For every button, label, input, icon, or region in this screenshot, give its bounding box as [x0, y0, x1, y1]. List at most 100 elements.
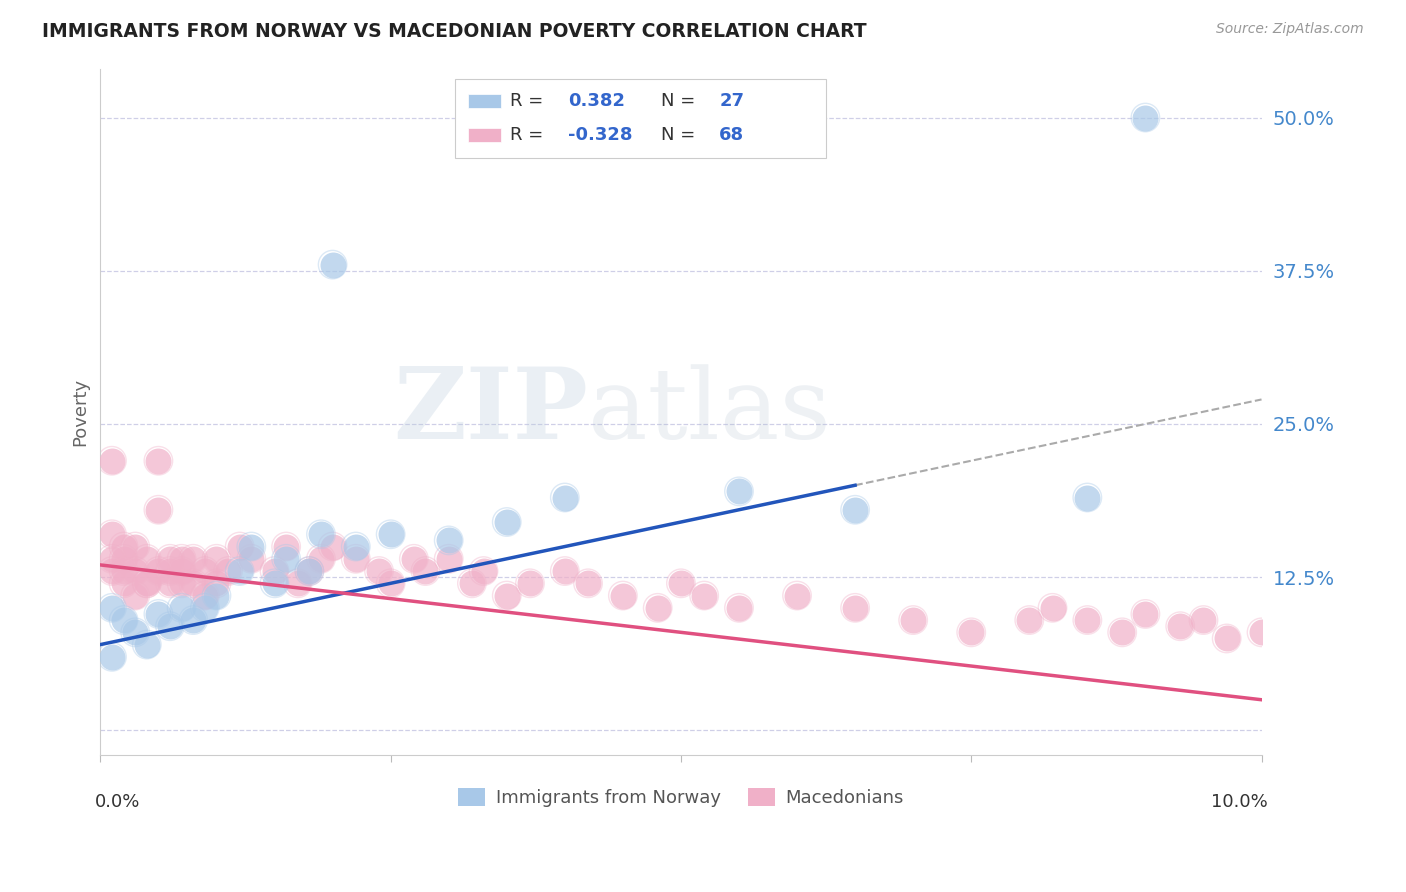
Point: [461, 576, 484, 591]
Point: [844, 600, 866, 615]
Point: [148, 502, 170, 516]
Point: [170, 564, 193, 578]
Point: [148, 564, 170, 578]
Point: [240, 551, 263, 566]
Point: [1135, 607, 1157, 621]
Point: [1250, 625, 1272, 640]
Text: ZIP: ZIP: [394, 363, 588, 460]
Point: [1135, 607, 1157, 621]
Bar: [468, 128, 501, 142]
Point: [181, 576, 204, 591]
Point: [101, 454, 124, 468]
Point: [159, 576, 181, 591]
Point: [159, 551, 181, 566]
Y-axis label: Poverty: Poverty: [72, 377, 89, 446]
Point: [576, 576, 599, 591]
Point: [101, 551, 124, 566]
Point: [1215, 632, 1237, 646]
Text: 68: 68: [720, 126, 744, 145]
Point: [1168, 619, 1191, 633]
Point: [576, 576, 599, 591]
Point: [112, 564, 135, 578]
Point: [298, 564, 321, 578]
Point: [1076, 613, 1098, 627]
Point: [194, 600, 217, 615]
Point: [901, 613, 924, 627]
Point: [181, 576, 204, 591]
Point: [205, 551, 228, 566]
Point: [101, 564, 124, 578]
Point: [495, 589, 517, 603]
Point: [124, 564, 146, 578]
Point: [159, 576, 181, 591]
Point: [647, 600, 669, 615]
Point: [228, 540, 250, 554]
Text: Source: ZipAtlas.com: Source: ZipAtlas.com: [1216, 22, 1364, 37]
Point: [101, 551, 124, 566]
Point: [135, 576, 157, 591]
Point: [322, 258, 344, 272]
Point: [170, 600, 193, 615]
Point: [693, 589, 716, 603]
Point: [786, 589, 808, 603]
Point: [901, 613, 924, 627]
Point: [194, 589, 217, 603]
Point: [495, 589, 517, 603]
Point: [415, 564, 437, 578]
Point: [495, 515, 517, 529]
Point: [461, 576, 484, 591]
Point: [112, 540, 135, 554]
Point: [1111, 625, 1133, 640]
Point: [263, 564, 285, 578]
Text: R =: R =: [510, 126, 550, 145]
Point: [148, 454, 170, 468]
Point: [228, 540, 250, 554]
Point: [101, 527, 124, 541]
Point: [669, 576, 692, 591]
Point: [309, 551, 332, 566]
Point: [124, 625, 146, 640]
Point: [181, 613, 204, 627]
Point: [437, 533, 460, 548]
Text: IMMIGRANTS FROM NORWAY VS MACEDONIAN POVERTY CORRELATION CHART: IMMIGRANTS FROM NORWAY VS MACEDONIAN POV…: [42, 22, 868, 41]
Point: [437, 551, 460, 566]
Point: [1135, 111, 1157, 125]
Point: [298, 564, 321, 578]
Point: [844, 502, 866, 516]
Point: [112, 576, 135, 591]
Point: [1192, 613, 1215, 627]
Point: [228, 564, 250, 578]
Point: [1111, 625, 1133, 640]
Point: [217, 564, 239, 578]
Text: N =: N =: [661, 92, 702, 110]
Point: [380, 527, 402, 541]
Point: [402, 551, 425, 566]
Point: [181, 551, 204, 566]
Point: [1076, 613, 1098, 627]
Text: -0.328: -0.328: [568, 126, 633, 145]
Point: [344, 551, 367, 566]
Point: [170, 600, 193, 615]
Point: [240, 540, 263, 554]
Point: [1018, 613, 1040, 627]
Point: [170, 551, 193, 566]
Point: [298, 564, 321, 578]
Point: [205, 576, 228, 591]
Point: [287, 576, 309, 591]
Point: [170, 551, 193, 566]
Point: [148, 502, 170, 516]
Point: [380, 527, 402, 541]
Point: [240, 540, 263, 554]
Point: [380, 576, 402, 591]
Point: [276, 551, 298, 566]
Point: [181, 551, 204, 566]
Point: [240, 551, 263, 566]
Point: [263, 564, 285, 578]
Point: [276, 540, 298, 554]
Point: [786, 589, 808, 603]
Point: [309, 551, 332, 566]
Point: [844, 600, 866, 615]
Point: [276, 540, 298, 554]
Point: [148, 564, 170, 578]
Point: [205, 589, 228, 603]
